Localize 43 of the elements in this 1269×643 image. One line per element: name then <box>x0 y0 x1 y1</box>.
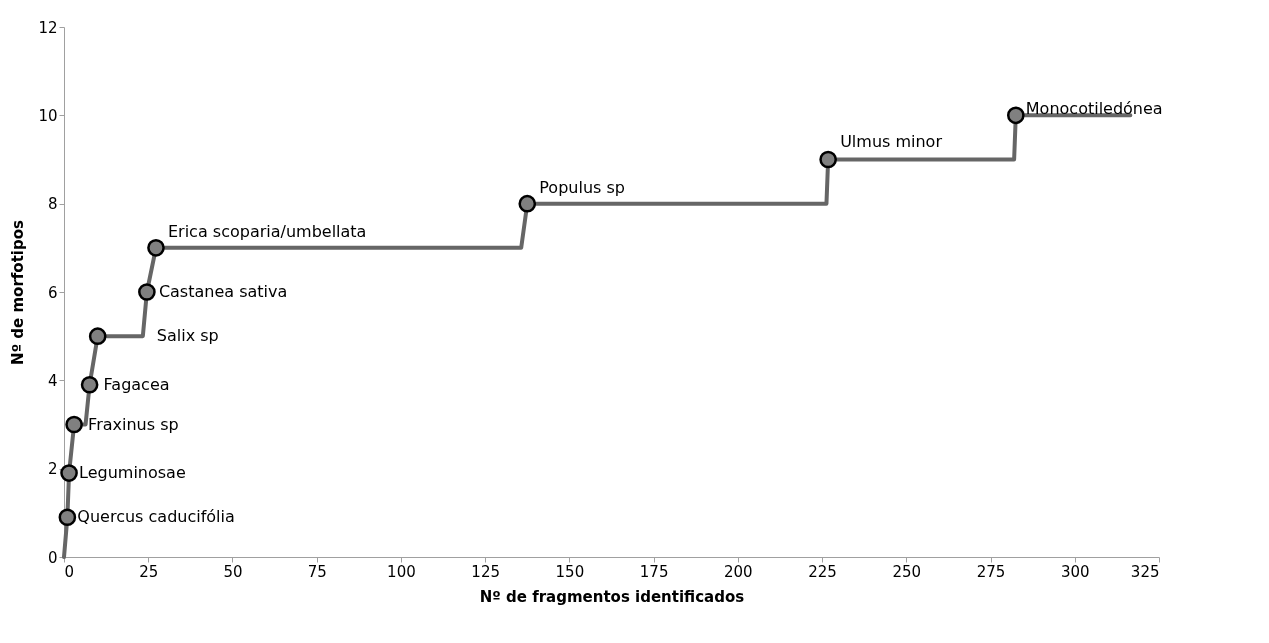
annotation: Fraxinus sp <box>88 414 179 434</box>
point <box>518 194 537 213</box>
annotation: Fagacea <box>103 374 170 394</box>
point <box>147 239 165 257</box>
x-tick-label: 225 <box>808 562 837 581</box>
annotation: Leguminosae <box>79 463 186 483</box>
y-tick-label: 10 <box>38 106 58 125</box>
x-axis-title: Nº de fragmentos identificados <box>479 587 745 606</box>
point <box>65 415 83 434</box>
point <box>1006 106 1025 125</box>
x-tick-label: 0 <box>64 562 75 581</box>
x-tick-label: 200 <box>724 562 753 581</box>
annotation: Populus sp <box>539 177 625 197</box>
point <box>80 375 99 394</box>
x-tick-label: 125 <box>471 562 500 581</box>
x-tick-label: 75 <box>307 562 327 581</box>
x-tick-label: 325 <box>1130 562 1160 581</box>
y-tick-label: 6 <box>47 283 58 302</box>
y-axis-title: Nº de morfotipos <box>9 220 28 365</box>
point <box>60 464 78 482</box>
x-tick-label: 250 <box>892 562 922 581</box>
x-tick-label: 300 <box>1060 562 1090 581</box>
y-tick-label: 0 <box>47 548 58 567</box>
annotation: Salix sp <box>156 326 219 346</box>
annotation: Ulmus minor <box>840 131 943 151</box>
annotation: Erica scoparia/umbellata <box>167 221 367 241</box>
annotation: Quercus caducifólia <box>77 507 235 527</box>
x-tick-label: 175 <box>639 562 669 581</box>
x-tick-label: 50 <box>223 562 243 581</box>
annotation: Castanea sativa <box>158 282 288 301</box>
annotation: Monocotiledónea <box>1025 99 1163 119</box>
x-tick-label: 100 <box>387 562 416 581</box>
y-tick-label: 12 <box>38 18 58 37</box>
point <box>58 508 77 527</box>
y-tick-label: 8 <box>47 195 58 214</box>
point <box>138 283 156 301</box>
y-tick-label: 4 <box>47 371 58 390</box>
x-tick-label: 150 <box>555 562 585 581</box>
x-tick-label: 25 <box>139 562 159 581</box>
point <box>88 327 107 345</box>
x-tick-label: 275 <box>976 562 1006 581</box>
point <box>819 150 837 169</box>
y-tick-label: 2 <box>47 460 58 479</box>
